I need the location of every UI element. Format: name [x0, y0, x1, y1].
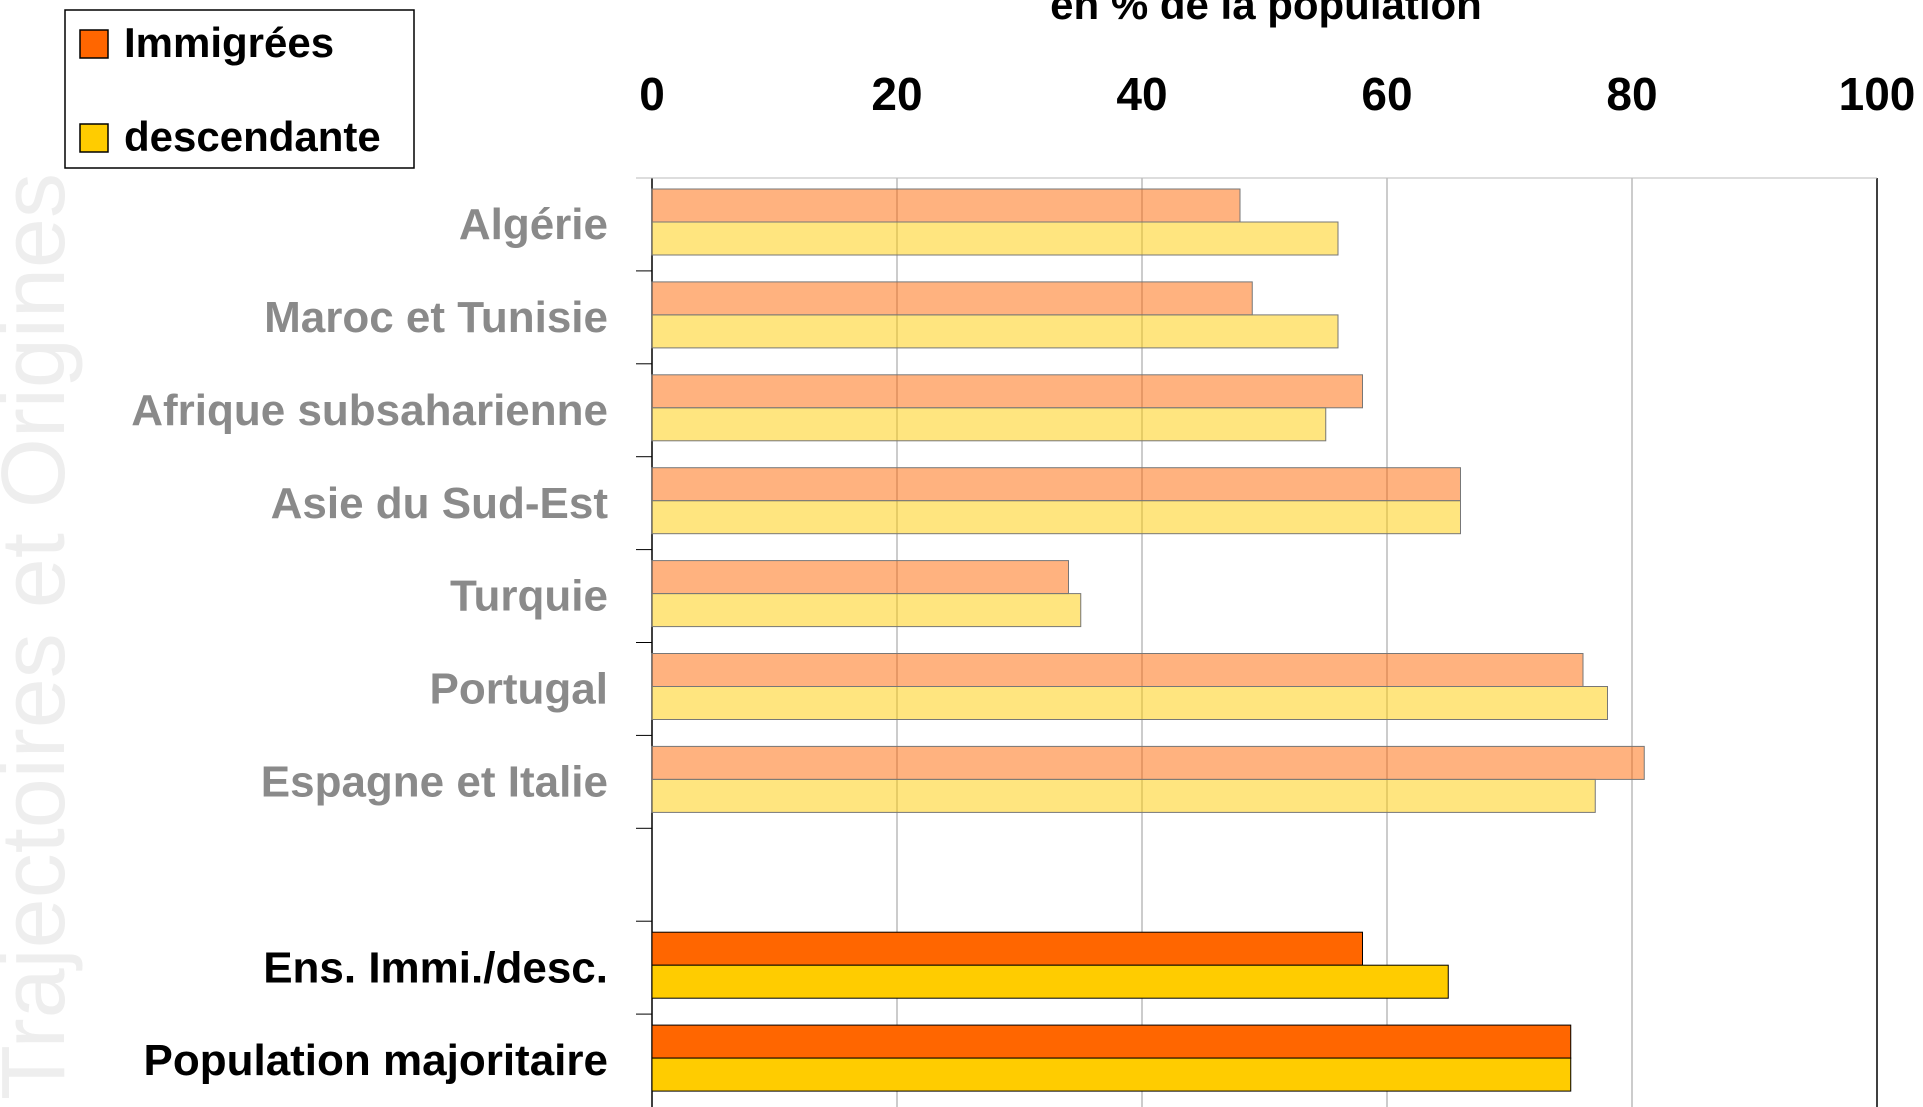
x-tick-label: 60: [1361, 68, 1412, 120]
bar: [651, 964, 1449, 999]
bar: [651, 314, 1339, 349]
legend-swatch: [79, 29, 109, 59]
legend-label: Immigrées: [124, 19, 334, 66]
category-label: Espagne et Italie: [261, 757, 608, 806]
category-label: Portugal: [430, 665, 608, 714]
bar: [651, 221, 1339, 256]
bar: [651, 778, 1596, 813]
x-tick-label: 20: [871, 68, 922, 120]
bar: [651, 407, 1327, 442]
x-tick-label: 40: [1116, 68, 1167, 120]
bar: [651, 281, 1253, 316]
category-label: Afrique subsaharienne: [131, 386, 608, 435]
x-tick-label: 80: [1606, 68, 1657, 120]
bar: [651, 1057, 1572, 1092]
bar: [651, 931, 1363, 966]
legend-swatch: [79, 123, 109, 153]
category-label: Turquie: [450, 572, 608, 621]
category-label: Maroc et Tunisie: [264, 293, 608, 342]
category-label: Asie du Sud-Est: [271, 479, 609, 528]
bar: [651, 467, 1461, 502]
bar: [651, 500, 1461, 535]
x-tick-label: 0: [639, 68, 665, 120]
category-label: Population majoritaire: [143, 1036, 608, 1085]
chart-title: en % de la population: [1050, 0, 1482, 28]
bar: [651, 374, 1363, 409]
bar: [651, 745, 1645, 780]
category-label: Ens. Immi./desc.: [263, 943, 608, 992]
legend-box: [64, 9, 415, 169]
bar: [651, 1024, 1572, 1059]
bar: [651, 593, 1082, 628]
bar: [651, 653, 1584, 687]
x-tick-label: 100: [1839, 68, 1916, 120]
category-label: Algérie: [459, 200, 608, 249]
bar: [651, 560, 1069, 595]
bar: [651, 686, 1608, 720]
bar: [651, 188, 1241, 223]
watermark: Trajectoires et Origines: [0, 173, 84, 1100]
legend-label: descendante: [124, 113, 381, 160]
